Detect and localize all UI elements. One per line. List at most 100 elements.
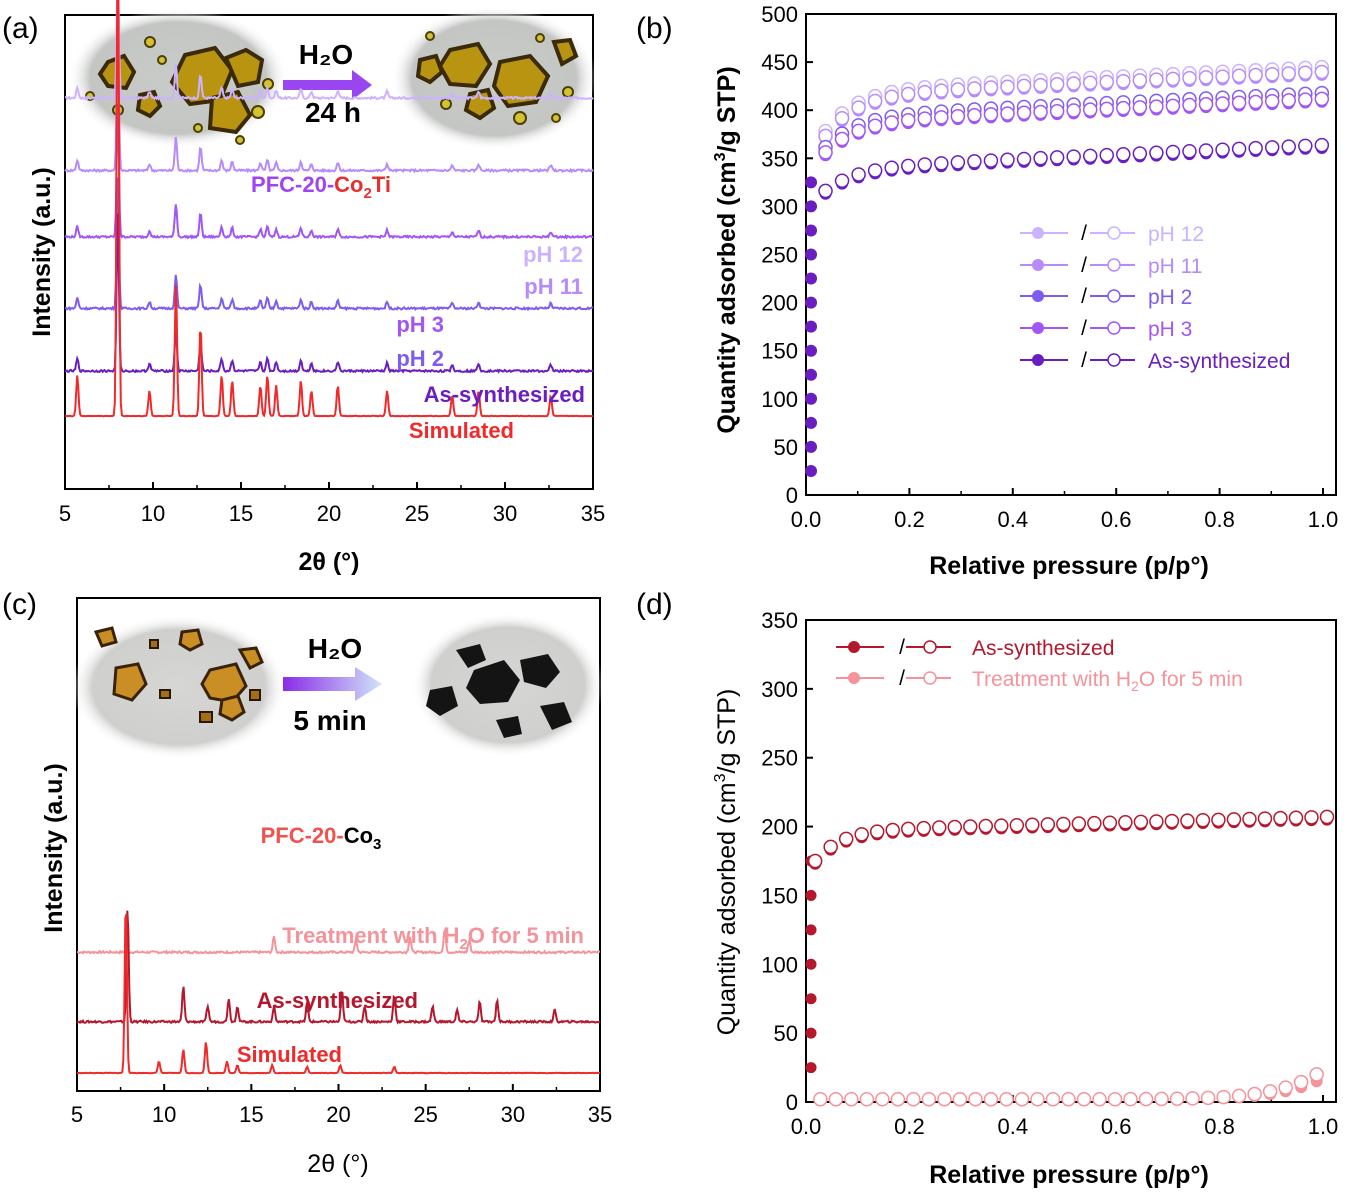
panel-b: (b) 0.0 0.2 0.4 0.6 0.8 1.0 0 50 100 150 200 250 300… [636, 2, 1338, 580]
panel-a: (a) H₂O 24 h [2, 0, 605, 576]
legend-label-b: pH 3 [1148, 318, 1192, 341]
y-tick-label-d: 350 [761, 608, 798, 633]
panel-label-a: (a) [2, 12, 39, 45]
desorption-point-d [838, 831, 854, 847]
desorption-point-b [934, 156, 949, 171]
y-axis-title-a: Intensity (a.u.) [28, 167, 56, 336]
x-tick-label-a: 30 [493, 501, 517, 526]
desorption-point-b [1248, 67, 1263, 83]
x-tick-label-b: 1.0 [1308, 507, 1339, 532]
desorption-point-d-treat [1061, 1091, 1076, 1107]
arrow-c [283, 667, 382, 701]
compound-prefix-a: PFC-20- [251, 172, 334, 197]
desorption-point-b [900, 112, 916, 128]
desorption-point-b [867, 93, 883, 109]
x-tick-label-d: 1.0 [1308, 1114, 1339, 1139]
desorption-point-b [900, 158, 916, 174]
desorption-point-d-treat [983, 1091, 999, 1107]
desorption-point-b [1016, 78, 1032, 94]
lowpressure-point-b [805, 464, 818, 477]
desorption-point-b [917, 157, 933, 172]
x-tick-label-c: 20 [326, 1102, 350, 1127]
time-label-a: 24 h [305, 97, 361, 128]
desorption-point-d [1288, 810, 1304, 826]
desorption-point-b [967, 81, 982, 96]
desorption-point-d-treat [952, 1091, 968, 1107]
desorption-point-b [884, 160, 899, 176]
desorption-point-d-treat [1138, 1091, 1154, 1107]
desorption-point-b [934, 110, 949, 125]
desorption-point-d [1087, 815, 1102, 831]
desorption-point-b [1049, 150, 1065, 165]
y-axis-title-b-pre: Quantity adsorbed (cm [713, 161, 741, 433]
legend-label-d-post: O for 5 min [1139, 668, 1243, 691]
time-label-c: 5 min [293, 705, 366, 736]
desorption-point-d-treat [813, 1091, 828, 1107]
desorption-point-b [1049, 77, 1065, 92]
xrd-trace-a-5 [64, 0, 594, 418]
desorption-point-b [1099, 101, 1115, 117]
y-axis-title-c: Intensity (a.u.) [40, 763, 68, 932]
legend-label-d-pre: Treatment with H [972, 668, 1131, 691]
legend-separator-d: / [899, 667, 905, 690]
legend-label-b: pH 12 [1148, 223, 1204, 246]
compound-sub-c: 3 [373, 836, 381, 853]
desorption-point-b [1298, 138, 1313, 154]
y-tick-label-d: 200 [761, 815, 798, 840]
lowpressure-point-b [805, 296, 818, 309]
desorption-point-b [1116, 100, 1131, 116]
desorption-point-b [1198, 97, 1214, 112]
xrd-trace-a-2 [64, 106, 594, 240]
desorption-point-b [983, 153, 999, 168]
legend-marker-open-b [1107, 353, 1121, 367]
desorption-point-b [1182, 143, 1197, 159]
y-tick-label-d: 150 [761, 883, 798, 908]
series-label-c-as: As-synthesized [257, 988, 418, 1013]
desorption-point-b [1132, 73, 1148, 88]
desorption-point-b [1182, 97, 1197, 113]
x-tick-label-a: 10 [141, 501, 165, 526]
desorption-point-d-treat [1045, 1091, 1061, 1107]
x-tick-label-d: 0.6 [1101, 1114, 1132, 1139]
x-tick-label-c: 35 [588, 1102, 612, 1127]
desorption-point-b [1082, 102, 1098, 117]
series-label-c-treat-post: O for 5 min [468, 923, 584, 948]
compound-label-a: PFC-20-Co2Ti [251, 172, 391, 202]
desorption-point-d-treat [1154, 1091, 1169, 1107]
legend-marker-open-b [1107, 289, 1121, 303]
lowpressure-point-b [805, 320, 818, 333]
x-tick-label-a: 20 [317, 501, 341, 526]
desorption-point-b [1182, 70, 1197, 86]
legend-marker-open-b [1107, 321, 1121, 335]
micrograph-after-a [391, 6, 597, 150]
desorption-point-d [869, 824, 885, 839]
desorption-point-b [1298, 92, 1313, 107]
desorption-point-d [916, 820, 931, 836]
lowpressure-point-d [805, 889, 817, 901]
xrd-trace-c-0 [76, 926, 601, 955]
desorption-point-d [978, 818, 994, 834]
panel-c: (c) H₂O 5 min [2, 588, 612, 1178]
desorption-point-d [1273, 810, 1288, 826]
desorption-point-d-treat [828, 1091, 844, 1107]
legend-marker-open-d [923, 671, 937, 685]
series-label-c-treat-sub: 2 [460, 936, 468, 953]
legend-marker-filled-b [1032, 290, 1044, 302]
legend-marker-filled-d [848, 672, 860, 684]
desorption-point-b [1264, 93, 1280, 109]
desorption-point-b [851, 167, 866, 182]
desorption-point-b [1231, 68, 1247, 84]
desorption-point-b [1016, 151, 1032, 167]
x-tick-label-c: 30 [501, 1102, 525, 1127]
legend-marker-filled-b [1032, 354, 1044, 366]
x-tick-label-d: 0.8 [1204, 1114, 1235, 1139]
desorption-point-b [1215, 96, 1230, 111]
x-tick-label-b: 0.2 [894, 507, 925, 532]
x-tick-label-c: 10 [152, 1102, 176, 1127]
x-tick-label-c: 15 [239, 1102, 263, 1127]
legend-marker-filled-b [1032, 322, 1044, 334]
desorption-point-d-treat [1309, 1067, 1324, 1082]
lowpressure-point-d [805, 958, 817, 970]
desorption-point-b [1165, 144, 1181, 160]
lowpressure-point-b [805, 272, 818, 285]
